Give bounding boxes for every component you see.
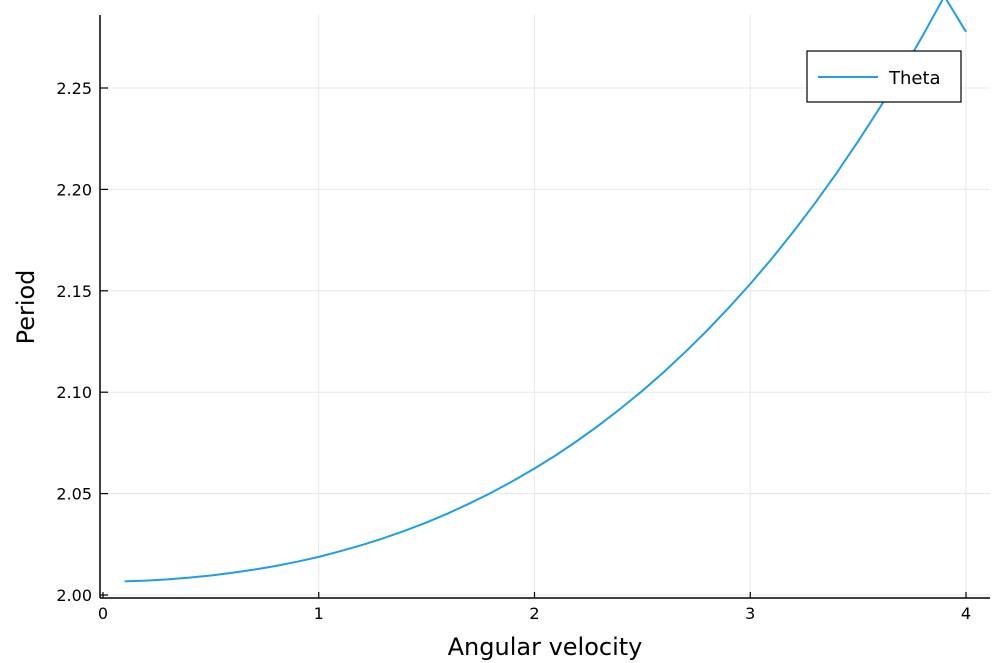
series-line-theta	[124, 0, 967, 583]
ticks: 0 1 2 3 4 2.00 2.05 2.10 2.15 2.20 2.25	[56, 79, 971, 623]
axes	[99, 15, 990, 599]
y-tick-label: 2.25	[56, 79, 92, 98]
x-axis-title: Angular velocity	[448, 633, 643, 661]
y-tick-label: 2.15	[56, 282, 92, 301]
plot-area	[124, 0, 967, 583]
y-axis-title: Period	[12, 270, 40, 345]
x-tick-label: 4	[961, 604, 971, 623]
y-tick-label: 2.20	[56, 180, 92, 199]
x-tick-label: 1	[314, 604, 324, 623]
x-tick-label: 2	[529, 604, 539, 623]
legend-label-theta: Theta	[888, 68, 941, 89]
y-tick-label: 2.05	[56, 485, 92, 504]
x-tick-label: 0	[98, 604, 108, 623]
legend: Theta	[806, 50, 962, 103]
x-tick-label: 3	[745, 604, 755, 623]
y-tick-label: 2.10	[56, 383, 92, 402]
y-tick-label: 2.00	[56, 586, 92, 605]
